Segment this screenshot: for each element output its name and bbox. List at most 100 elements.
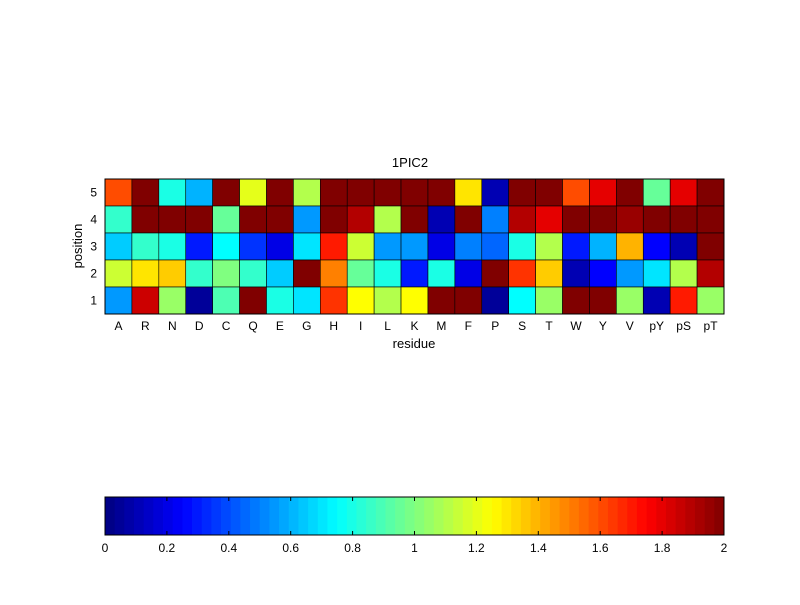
- heatmap-cell-Y-2: [589, 259, 617, 288]
- heatmap-cell-S-3: [508, 232, 536, 261]
- heatmap-cell-K-5: [400, 178, 429, 207]
- heatmap-cell-E-1: [266, 286, 294, 315]
- heatmap-cell-S-2: [508, 259, 536, 288]
- colorbar-step: [704, 497, 715, 535]
- heatmap-cell-A-2: [104, 259, 133, 288]
- heatmap-cell-pS-1: [669, 286, 698, 315]
- colorbar-step: [491, 497, 502, 535]
- x-axis-label: residue: [393, 336, 436, 351]
- heatmap-cell-C-1: [212, 286, 240, 315]
- heatmap-cell-R-4: [131, 205, 160, 234]
- heatmap-cell-C-2: [212, 259, 240, 288]
- colorbar-tick-1.2: 1.2: [468, 541, 485, 555]
- heatmap-cell-F-2: [454, 259, 483, 288]
- colorbar-step: [656, 497, 667, 535]
- heatmap-cell-T-3: [535, 232, 563, 261]
- heatmap-cell-N-4: [158, 205, 187, 234]
- colorbar-tick-labels: 0 0.2 0.4 0.6 0.8 1 1.2 1.4 1.6 1.8 2: [102, 541, 728, 555]
- heatmap-cell-K-1: [400, 286, 429, 315]
- heatmap-cell-pS-3: [669, 232, 698, 261]
- heatmap-cell-T-5: [535, 178, 563, 207]
- colorbar-step: [385, 497, 396, 535]
- colorbar-step: [317, 497, 328, 535]
- colorbar-step: [346, 497, 357, 535]
- heatmap-cells: [104, 178, 725, 315]
- heatmap-cell-pT-2: [696, 259, 725, 288]
- y-tick-1: 1: [90, 294, 97, 308]
- heatmap-cell-R-3: [131, 232, 160, 261]
- heatmap-cell-Q-1: [239, 286, 267, 315]
- colorbar-step: [230, 497, 241, 535]
- colorbar-tick-1.8: 1.8: [654, 541, 671, 555]
- x-tick-R: R: [141, 319, 150, 333]
- heatmap-cell-N-3: [158, 232, 187, 261]
- colorbar-step: [172, 497, 183, 535]
- colorbar-step: [192, 497, 203, 535]
- heatmap-cell-pY-5: [642, 178, 671, 207]
- colorbar-step: [114, 497, 125, 535]
- heatmap-cell-Q-2: [239, 259, 267, 288]
- heatmap-cell-N-1: [158, 286, 187, 315]
- colorbar-step: [530, 497, 541, 535]
- colorbar-step: [636, 497, 648, 535]
- heatmap-cell-P-3: [481, 232, 509, 261]
- heatmap-cell-L-2: [373, 259, 402, 288]
- heatmap-cell-L-5: [373, 178, 402, 207]
- heatmap-cell-Q-4: [239, 205, 267, 234]
- colorbar-step: [124, 497, 135, 535]
- heatmap-cell-pY-2: [642, 259, 671, 288]
- heatmap-cell-Q-5: [239, 178, 267, 207]
- heatmap-cell-S-1: [508, 286, 536, 315]
- heatmap-cell-K-2: [400, 259, 429, 288]
- heatmap-cell-V-5: [616, 178, 644, 207]
- heatmap-cell-I-2: [346, 259, 375, 288]
- heatmap-cell-W-2: [562, 259, 590, 288]
- heatmap-cell-M-4: [427, 205, 456, 234]
- heatmap-cell-pT-5: [696, 178, 725, 207]
- heatmap-cell-Y-5: [589, 178, 617, 207]
- heatmap-cell-C-4: [212, 205, 240, 234]
- colorbar-step: [578, 497, 589, 535]
- heatmap-cell-pY-3: [642, 232, 671, 261]
- colorbar-step: [250, 497, 261, 535]
- x-tick-Q: Q: [248, 319, 257, 333]
- colorbar: [104, 496, 725, 536]
- heatmap-cell-K-4: [400, 205, 429, 234]
- colorbar-step: [211, 497, 222, 535]
- x-tick-W: W: [570, 319, 582, 333]
- heatmap-cell-F-5: [454, 178, 483, 207]
- heatmap-cell-V-4: [616, 205, 644, 234]
- heatmap-cell-H-1: [319, 286, 348, 315]
- heatmap-cell-I-4: [346, 205, 375, 234]
- colorbar-tick-0.8: 0.8: [344, 541, 361, 555]
- colorbar-step: [337, 497, 348, 535]
- heatmap-cell-K-3: [400, 232, 429, 261]
- colorbar-tick-0.2: 0.2: [159, 541, 176, 555]
- colorbar-step: [143, 497, 154, 535]
- heatmap-cell-V-3: [616, 232, 644, 261]
- heatmap-cell-V-1: [616, 286, 644, 315]
- heatmap-cell-I-1: [346, 286, 375, 315]
- heatmap-cell-H-4: [319, 205, 348, 234]
- colorbar-step: [308, 497, 319, 535]
- colorbar-step: [375, 497, 386, 535]
- colorbar-step: [501, 497, 512, 535]
- colorbar-tick-2: 2: [721, 541, 728, 555]
- heatmap-cell-A-3: [104, 232, 133, 261]
- heatmap-cell-M-5: [427, 178, 456, 207]
- colorbar-step: [453, 497, 464, 535]
- heatmap-cell-F-3: [454, 232, 483, 261]
- colorbar-step: [221, 497, 232, 535]
- x-tick-Y: Y: [599, 319, 607, 333]
- colorbar-tick-1.4: 1.4: [530, 541, 547, 555]
- heatmap-cell-W-3: [562, 232, 590, 261]
- heatmap-cell-Y-3: [589, 232, 617, 261]
- x-tick-C: C: [222, 319, 231, 333]
- colorbar-step: [288, 497, 299, 535]
- colorbar-step: [201, 497, 212, 535]
- colorbar-step: [675, 497, 686, 535]
- heatmap-cell-F-1: [454, 286, 483, 315]
- x-tick-P: P: [491, 319, 499, 333]
